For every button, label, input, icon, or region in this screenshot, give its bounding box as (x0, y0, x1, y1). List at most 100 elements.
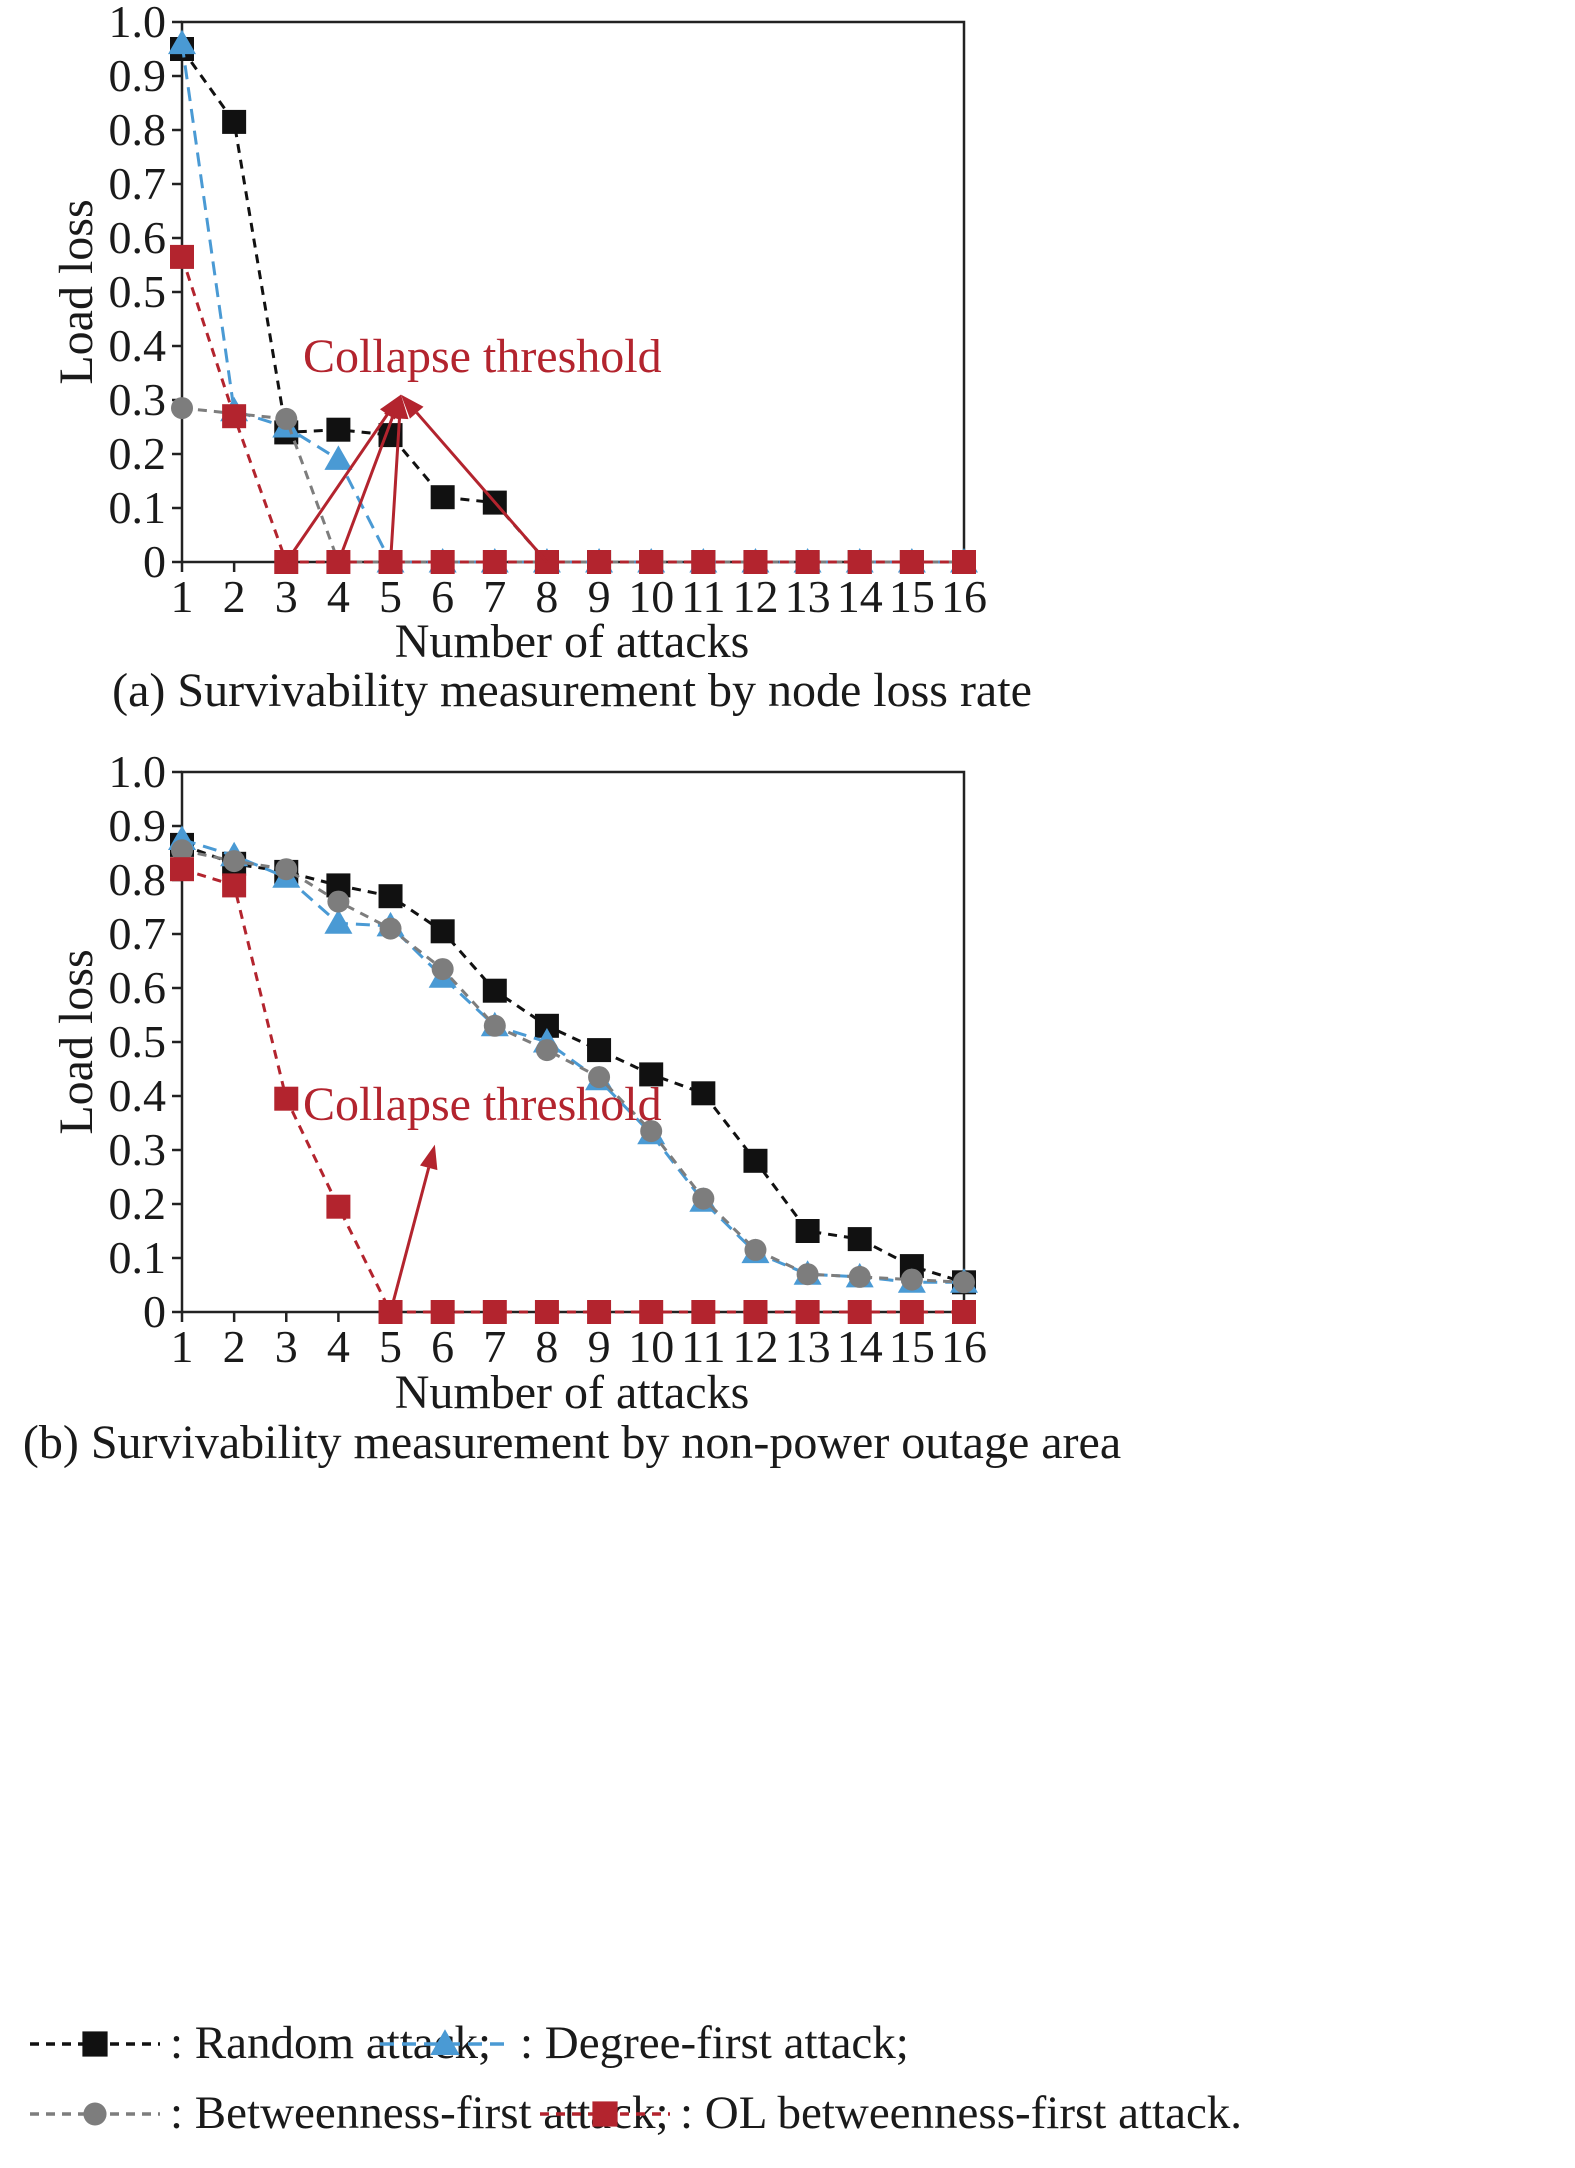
y-tick-label-a-3: 0.3 (109, 374, 167, 425)
y-tick-label-b-6: 0.6 (109, 962, 167, 1013)
point-a-random-2 (222, 109, 247, 134)
y-tick-label-b-9: 0.9 (109, 800, 167, 851)
legend: : Random attack; : Degree-first attack; … (30, 2017, 1242, 2139)
collapse-arrows-a (285, 394, 549, 563)
point-b-ol-2 (222, 873, 247, 898)
point-b-betweenness-14 (848, 1265, 871, 1288)
point-b-random-7 (482, 978, 507, 1003)
x-tick-label-a-7: 8 (535, 571, 558, 622)
point-a-ol-2 (222, 404, 247, 429)
point-b-ol-11 (691, 1300, 716, 1324)
point-b-random-10 (639, 1062, 664, 1087)
point-b-betweenness-10 (640, 1120, 663, 1143)
x-tick-label-a-12: 13 (785, 571, 831, 622)
point-a-ol-15 (899, 550, 924, 574)
x-tick-label-b-13: 14 (837, 1321, 883, 1372)
x-tick-label-a-4: 5 (379, 571, 402, 622)
x-tick-label-b-6: 7 (483, 1321, 506, 1372)
legend-marker-betweenness (83, 2102, 107, 2126)
point-a-degree-1 (168, 29, 196, 55)
legend-label-degree: : Degree-first attack; (520, 2017, 909, 2069)
series-layer-a (168, 29, 978, 574)
point-b-betweenness-5 (379, 917, 402, 940)
x-tick-label-b-12: 13 (785, 1321, 831, 1372)
point-b-ol-9 (587, 1300, 612, 1324)
legend-item-ol: : OL betweenness-first attack. (540, 2087, 1242, 2139)
point-b-ol-3 (274, 1086, 299, 1111)
point-b-ol-12 (743, 1300, 768, 1324)
caption-a: (a) Survivability measurement by node lo… (112, 664, 1032, 717)
point-a-ol-10 (639, 550, 664, 574)
series-line-b-betweenness (181, 848, 965, 1284)
x-tick-label-a-13: 14 (837, 571, 883, 622)
legend-marker-ol (592, 2101, 618, 2127)
point-b-degree-4 (324, 909, 353, 934)
x-tick-label-b-14: 15 (889, 1321, 935, 1372)
point-b-betweenness-16 (953, 1271, 975, 1294)
y-ticks-a: 00.10.20.30.40.50.60.70.80.91.0 (109, 0, 182, 587)
x-ticks-b: 1 2 3 4 5 6 7 8 9 10 11 12 13 14 15 16 (171, 1312, 987, 1372)
collapse-threshold-label-b: Collapse threshold (303, 1078, 662, 1131)
y-tick-label-b-1: 0.1 (109, 1232, 167, 1283)
y-axis-title-b: Load loss (50, 949, 103, 1134)
y-tick-label-a-5: 0.5 (109, 266, 167, 317)
point-b-betweenness-12 (744, 1238, 767, 1261)
x-tick-label-b-7: 8 (535, 1321, 558, 1372)
y-tick-label-b-8: 0.8 (109, 854, 167, 905)
point-a-ol-14 (847, 550, 872, 574)
x-tick-label-a-8: 9 (588, 571, 611, 622)
point-b-random-14 (847, 1227, 872, 1252)
point-a-ol-6 (430, 550, 455, 574)
x-tick-label-a-2: 3 (275, 571, 298, 622)
y-tick-label-a-8: 0.8 (109, 104, 167, 155)
point-b-betweenness-3 (275, 858, 298, 881)
point-b-ol-1 (170, 857, 194, 882)
point-b-ol-7 (482, 1300, 507, 1324)
arrow-line-a-1 (336, 416, 394, 563)
point-b-betweenness-2 (223, 850, 246, 873)
legend-sample-degree (380, 2029, 510, 2056)
arrow-line-a-0 (285, 413, 389, 563)
series-line-a-ol (180, 256, 964, 564)
x-tick-label-b-0: 1 (171, 1321, 194, 1372)
point-a-random-6 (430, 485, 455, 510)
point-b-ol-10 (639, 1300, 664, 1324)
point-a-ol-9 (587, 550, 612, 574)
series-line-b-ol (181, 867, 964, 1314)
point-a-random-4 (326, 417, 351, 442)
x-tick-label-a-11: 12 (732, 571, 778, 622)
y-tick-label-a-2: 0.2 (109, 428, 167, 479)
legend-marker-random (82, 2031, 108, 2057)
point-a-ol-1 (170, 244, 194, 269)
y-tick-label-b-4: 0.4 (109, 1070, 167, 1121)
legend-sample-betweenness (30, 2102, 160, 2126)
x-tick-label-a-1: 2 (223, 571, 246, 622)
point-b-betweenness-9 (588, 1066, 611, 1089)
point-b-random-12 (743, 1148, 768, 1173)
x-ticks-a: 1 2 3 4 5 6 7 8 9 10 11 12 13 14 15 16 (171, 562, 987, 622)
x-tick-label-a-5: 6 (431, 571, 454, 622)
x-tick-label-b-3: 4 (327, 1321, 350, 1372)
y-tick-label-a-0: 0 (143, 536, 166, 587)
point-b-ol-6 (430, 1300, 455, 1324)
x-axis-title-a: Number of attacks (395, 615, 750, 668)
series-line-b-degree (181, 838, 964, 1284)
legend-item-degree: : Degree-first attack; (380, 2017, 909, 2069)
y-tick-label-b-7: 0.7 (109, 908, 167, 959)
y-tick-label-b-5: 0.5 (109, 1016, 167, 1067)
point-a-ol-11 (691, 550, 716, 574)
point-b-random-5 (378, 884, 403, 909)
y-axis-title-a: Load loss (50, 199, 103, 384)
caption-b: (b) Survivability measurement by non-pow… (23, 1416, 1121, 1469)
series-line-a-degree (180, 43, 964, 564)
x-tick-label-b-4: 5 (379, 1321, 402, 1372)
collapse-arrows-b (389, 1144, 438, 1313)
point-b-random-13 (795, 1219, 820, 1243)
plot-frame-b (180, 770, 966, 1314)
point-b-ol-13 (795, 1300, 820, 1324)
x-axis-title-b: Number of attacks (395, 1366, 750, 1419)
point-b-random-6 (430, 919, 455, 944)
point-a-ol-12 (743, 550, 768, 574)
